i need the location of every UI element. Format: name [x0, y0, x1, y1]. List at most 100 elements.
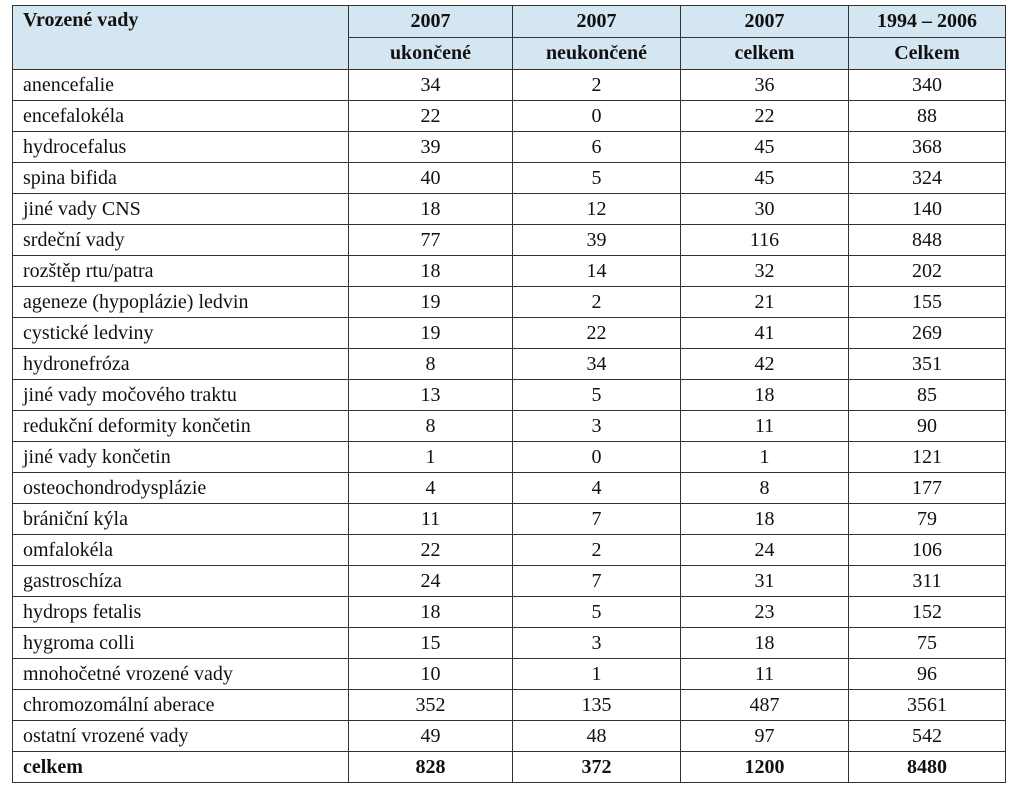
row-label: hygroma colli [12, 627, 349, 659]
table-row: srdeční vady 77 39 116 848 [12, 224, 1006, 256]
value-cell: 42 [680, 348, 849, 380]
table-row: hygroma colli 15 3 18 75 [12, 627, 1006, 659]
value-cell: 22 [512, 317, 681, 349]
value-cell: 1200 [680, 751, 849, 783]
row-label: hydrops fetalis [12, 596, 349, 628]
value-cell: 18 [348, 193, 513, 225]
value-cell: 5 [512, 162, 681, 194]
row-label: rozštěp rtu/patra [12, 255, 349, 287]
table-row: jiné vady končetin 1 0 1 121 [12, 441, 1006, 473]
table-row: chromozomální aberace 352 135 487 3561 [12, 689, 1006, 721]
value-cell: 116 [680, 224, 849, 256]
value-cell: 10 [348, 658, 513, 690]
value-cell: 3 [512, 627, 681, 659]
value-cell: 2 [512, 534, 681, 566]
table-row: anencefalie 34 2 36 340 [12, 69, 1006, 101]
row-label: encefalokéla [12, 100, 349, 132]
table-row: brániční kýla 11 7 18 79 [12, 503, 1006, 535]
table-row: ageneze (hypoplázie) ledvin 19 2 21 155 [12, 286, 1006, 318]
table-row: mnohočetné vrozené vady 10 1 11 96 [12, 658, 1006, 690]
value-cell: 368 [848, 131, 1006, 163]
value-cell: 1 [680, 441, 849, 473]
value-cell: 18 [680, 379, 849, 411]
value-cell: 121 [848, 441, 1006, 473]
row-label: brániční kýla [12, 503, 349, 535]
value-cell: 12 [512, 193, 681, 225]
value-cell: 18 [680, 503, 849, 535]
value-cell: 177 [848, 472, 1006, 504]
row-label: jiné vady končetin [12, 441, 349, 473]
table-row: gastroschíza 24 7 31 311 [12, 565, 1006, 597]
value-cell: 11 [348, 503, 513, 535]
value-cell: 31 [680, 565, 849, 597]
table-row: redukční deformity končetin 8 3 11 90 [12, 410, 1006, 442]
value-cell: 39 [348, 131, 513, 163]
value-cell: 32 [680, 255, 849, 287]
value-cell: 351 [848, 348, 1006, 380]
value-cell: 23 [680, 596, 849, 628]
value-cell: 22 [348, 534, 513, 566]
value-cell: 36 [680, 69, 849, 101]
table-row: hydrops fetalis 18 5 23 152 [12, 596, 1006, 628]
value-cell: 24 [680, 534, 849, 566]
table-row: encefalokéla 22 0 22 88 [12, 100, 1006, 132]
value-cell: 15 [348, 627, 513, 659]
value-cell: 155 [848, 286, 1006, 318]
header-cell: neukončené [512, 37, 681, 70]
value-cell: 1 [348, 441, 513, 473]
value-cell: 34 [512, 348, 681, 380]
table-head: Vrozené vady 2007 2007 2007 1994 – 2006 ukonč… [12, 5, 1006, 70]
value-cell: 11 [680, 658, 849, 690]
value-cell: 6 [512, 131, 681, 163]
value-cell: 140 [848, 193, 1006, 225]
value-cell: 18 [348, 255, 513, 287]
value-cell: 0 [512, 100, 681, 132]
value-cell: 311 [848, 565, 1006, 597]
row-label: hydronefróza [12, 348, 349, 380]
header-row: ukončené neukončené celkem Celkem [13, 37, 1006, 70]
value-cell: 97 [680, 720, 849, 752]
value-cell: 8480 [848, 751, 1006, 783]
value-cell: 18 [348, 596, 513, 628]
header-cell: 2007 [680, 5, 849, 38]
value-cell: 85 [848, 379, 1006, 411]
row-label: srdeční vady [12, 224, 349, 256]
value-cell: 8 [348, 348, 513, 380]
row-label: redukční deformity končetin [12, 410, 349, 442]
header-cell: Celkem [848, 37, 1006, 70]
value-cell: 90 [848, 410, 1006, 442]
value-cell: 77 [348, 224, 513, 256]
value-cell: 22 [348, 100, 513, 132]
value-cell: 135 [512, 689, 681, 721]
value-cell: 202 [848, 255, 1006, 287]
value-cell: 41 [680, 317, 849, 349]
table-row: omfalokéla 22 2 24 106 [12, 534, 1006, 566]
value-cell: 22 [680, 100, 849, 132]
value-cell: 106 [848, 534, 1006, 566]
row-label: cystické ledviny [12, 317, 349, 349]
value-cell: 8 [348, 410, 513, 442]
header-cell: 1994 – 2006 [848, 5, 1006, 38]
value-cell: 19 [348, 286, 513, 318]
row-label: gastroschíza [12, 565, 349, 597]
header-cell: ukončené [348, 37, 513, 70]
header-cell: 2007 [512, 5, 681, 38]
value-cell: 324 [848, 162, 1006, 194]
value-cell: 152 [848, 596, 1006, 628]
header-cell: celkem [680, 37, 849, 70]
data-table: Vrozené vady 2007 2007 2007 1994 – 2006 ukonč… [12, 5, 1006, 783]
value-cell: 11 [680, 410, 849, 442]
value-cell: 542 [848, 720, 1006, 752]
value-cell: 1 [512, 658, 681, 690]
value-cell: 7 [512, 503, 681, 535]
row-label: osteochondrodysplázie [12, 472, 349, 504]
value-cell: 18 [680, 627, 849, 659]
row-label: mnohočetné vrozené vady [12, 658, 349, 690]
row-label: anencefalie [12, 69, 349, 101]
value-cell: 45 [680, 131, 849, 163]
value-cell: 5 [512, 379, 681, 411]
value-cell: 21 [680, 286, 849, 318]
value-cell: 39 [512, 224, 681, 256]
row-label: hydrocefalus [12, 131, 349, 163]
value-cell: 48 [512, 720, 681, 752]
